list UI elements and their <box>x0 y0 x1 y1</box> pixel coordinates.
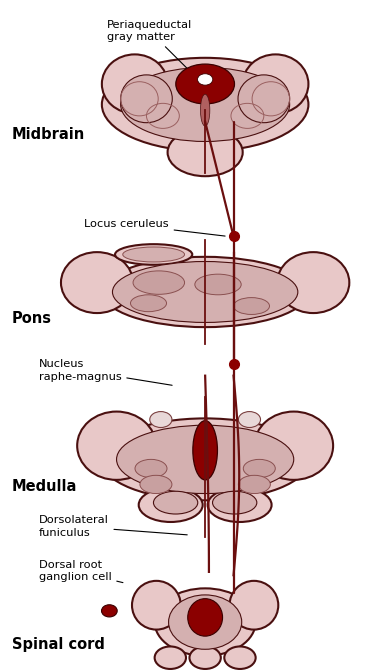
Ellipse shape <box>277 252 349 313</box>
Ellipse shape <box>224 646 256 669</box>
Ellipse shape <box>193 421 217 480</box>
Ellipse shape <box>130 295 166 311</box>
Ellipse shape <box>238 411 261 427</box>
Text: Pons: Pons <box>12 311 52 326</box>
Ellipse shape <box>61 252 133 313</box>
Ellipse shape <box>190 646 221 669</box>
Text: Locus ceruleus: Locus ceruleus <box>84 219 225 236</box>
Text: Medulla: Medulla <box>12 478 78 494</box>
Text: Periaqueductal
gray matter: Periaqueductal gray matter <box>107 19 201 83</box>
Text: Spinal cord: Spinal cord <box>12 637 105 652</box>
Text: Nucleus
raphe-magnus: Nucleus raphe-magnus <box>38 359 172 385</box>
Ellipse shape <box>200 94 210 126</box>
Ellipse shape <box>123 247 185 262</box>
Ellipse shape <box>238 475 270 494</box>
Ellipse shape <box>101 419 310 501</box>
Ellipse shape <box>254 411 333 480</box>
Ellipse shape <box>195 274 241 295</box>
Ellipse shape <box>150 411 172 427</box>
Ellipse shape <box>102 54 168 113</box>
Ellipse shape <box>132 581 181 629</box>
Ellipse shape <box>243 54 309 113</box>
Ellipse shape <box>155 646 186 669</box>
Ellipse shape <box>198 74 213 85</box>
Ellipse shape <box>176 64 234 104</box>
Text: Midbrain: Midbrain <box>12 127 85 142</box>
Ellipse shape <box>238 75 290 123</box>
Ellipse shape <box>140 475 172 494</box>
Ellipse shape <box>115 244 192 265</box>
Ellipse shape <box>120 68 290 142</box>
Ellipse shape <box>133 271 185 295</box>
Ellipse shape <box>212 491 257 514</box>
Text: Dorsal root
ganglion cell: Dorsal root ganglion cell <box>38 560 123 582</box>
Ellipse shape <box>102 257 308 327</box>
Ellipse shape <box>230 581 278 629</box>
Ellipse shape <box>120 75 172 123</box>
Ellipse shape <box>188 599 223 636</box>
Ellipse shape <box>102 58 309 151</box>
Ellipse shape <box>77 411 156 480</box>
Ellipse shape <box>117 425 294 494</box>
Ellipse shape <box>101 605 117 617</box>
Ellipse shape <box>154 491 198 514</box>
Ellipse shape <box>112 262 298 323</box>
Ellipse shape <box>135 460 167 478</box>
Ellipse shape <box>155 588 256 656</box>
Text: Dorsolateral
funiculus: Dorsolateral funiculus <box>38 515 187 537</box>
Ellipse shape <box>243 460 275 478</box>
Ellipse shape <box>207 488 272 522</box>
Ellipse shape <box>139 488 203 522</box>
Ellipse shape <box>168 128 243 176</box>
Ellipse shape <box>233 298 269 315</box>
Ellipse shape <box>169 595 242 650</box>
